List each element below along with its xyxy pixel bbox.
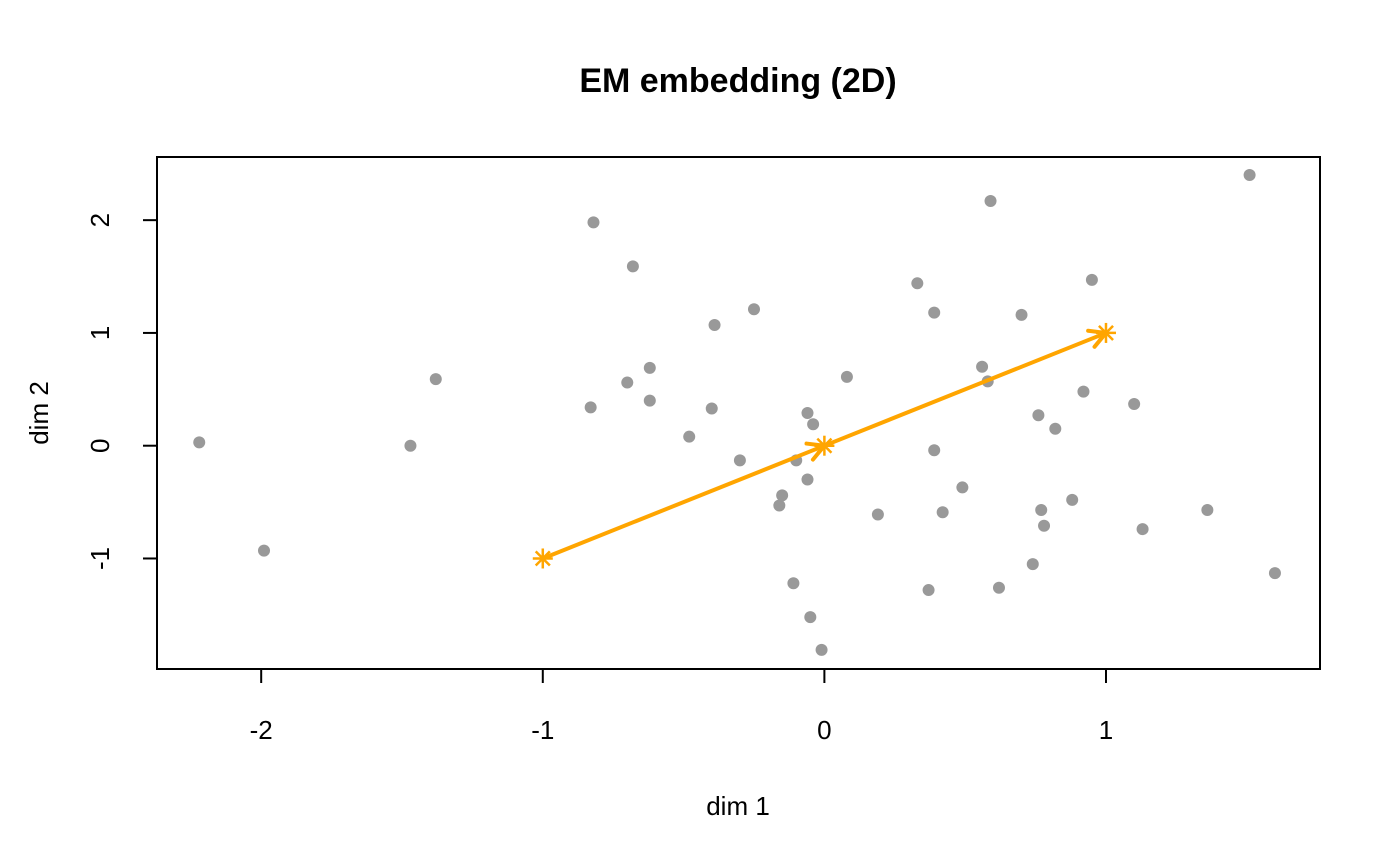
data-point (807, 418, 820, 431)
data-point (404, 439, 417, 452)
data-point (871, 508, 884, 521)
data-point (643, 394, 656, 407)
data-point (1035, 503, 1048, 516)
data-point (621, 376, 634, 389)
data-point (804, 611, 817, 624)
data-point (258, 544, 271, 557)
y-tick-label: 2 (85, 213, 115, 227)
data-point (911, 277, 924, 290)
data-point (1038, 519, 1051, 532)
data-point (708, 319, 721, 332)
data-point (984, 194, 997, 207)
star-stroke (816, 437, 833, 454)
data-point (801, 407, 814, 419)
star-marker (814, 435, 835, 456)
data-point (1136, 523, 1149, 536)
star-stroke (534, 550, 551, 567)
data-point (956, 481, 969, 494)
x-tick-label: -2 (250, 715, 273, 745)
data-point (1243, 169, 1256, 182)
data-point (1077, 385, 1090, 398)
data-point (976, 360, 989, 373)
data-point (733, 454, 746, 467)
star-marker (532, 548, 553, 569)
data-point (1085, 273, 1098, 286)
data-points (193, 169, 1281, 656)
y-axis: -1 0 1 2 (85, 213, 158, 570)
data-point (643, 361, 656, 374)
data-point (587, 216, 600, 229)
x-axis: -2 -1 0 1 (250, 668, 1113, 745)
data-point (922, 584, 935, 597)
data-point (705, 402, 718, 415)
data-point (1128, 397, 1141, 410)
arrow-line (822, 330, 1108, 448)
data-point (626, 260, 639, 273)
data-point (1268, 567, 1281, 580)
data-point (747, 303, 760, 316)
data-point (815, 643, 828, 656)
data-point (1032, 409, 1045, 422)
data-point (584, 401, 597, 414)
data-point (1049, 422, 1062, 435)
y-tick-label: 1 (85, 326, 115, 340)
y-tick-label: 0 (85, 438, 115, 452)
star-markers (532, 322, 1116, 569)
chart-title: EM embedding (2D) (579, 62, 896, 100)
data-point (1015, 308, 1028, 321)
data-point (1026, 558, 1039, 571)
data-point (193, 436, 206, 449)
x-axis-label: dim 1 (706, 791, 770, 821)
star-stroke (1098, 324, 1114, 341)
y-axis-label: dim 2 (24, 381, 54, 445)
data-point (776, 489, 789, 502)
x-tick-label: 1 (1099, 715, 1113, 745)
data-point (936, 506, 949, 519)
data-point (1201, 503, 1214, 516)
plot-frame (156, 156, 1321, 670)
data-point (840, 370, 853, 383)
data-point (683, 430, 696, 443)
star-marker (1095, 322, 1116, 343)
x-tick-label: 0 (817, 715, 831, 745)
data-point (773, 499, 786, 512)
arrow-line (540, 443, 827, 561)
data-point (1066, 493, 1079, 506)
x-tick-label: -1 (531, 715, 554, 745)
data-point (787, 577, 800, 590)
data-point (928, 444, 941, 457)
y-tick-label: -1 (85, 547, 115, 570)
data-point (429, 373, 442, 386)
data-point (801, 473, 814, 486)
data-point (928, 306, 941, 319)
data-point (992, 581, 1005, 594)
